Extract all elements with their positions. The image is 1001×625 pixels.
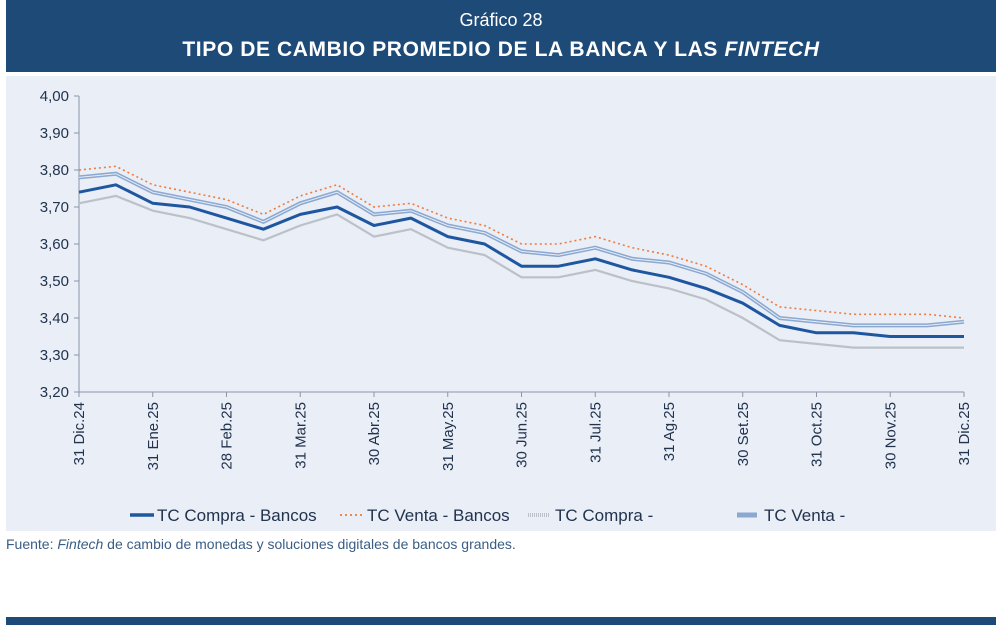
- y-tick-label: 3,40: [40, 310, 69, 327]
- y-tick-label: 3,70: [40, 199, 69, 216]
- chart-title: TIPO DE CAMBIO PROMEDIO DE LA BANCA Y LA…: [6, 38, 996, 62]
- footer-bar: [6, 617, 996, 625]
- y-tick-label: 3,50: [40, 273, 69, 290]
- x-tick-label: 31 Jul.25: [587, 402, 604, 463]
- source-italic: Fintech: [57, 536, 104, 552]
- series-line-tc-venta: [78, 171, 965, 328]
- chart-header: Gráfico 28 TIPO DE CAMBIO PROMEDIO DE LA…: [6, 0, 996, 72]
- chart-title-italic: FINTECH: [724, 38, 820, 61]
- source-note: Fuente: Fintech de cambio de monedas y s…: [6, 536, 516, 552]
- series-line-tc-venta-inner: [78, 173, 965, 326]
- x-tick-label: 30 Set.25: [735, 402, 752, 466]
- series-line-tc-venta-bancos: [78, 165, 965, 319]
- source-prefix: Fuente:: [6, 536, 58, 552]
- x-tick-label: 31 May.25: [440, 402, 457, 471]
- legend-tc-venta-label: TC Venta -: [764, 506, 845, 525]
- series-line-tc-compra-bancos: [78, 183, 964, 338]
- chart-title-main: TIPO DE CAMBIO PROMEDIO DE LA BANCA Y LA…: [182, 38, 725, 61]
- chart-kicker: Gráfico 28: [459, 10, 543, 30]
- legend-tc-compra-bancos-label: TC Compra - Bancos: [157, 506, 317, 525]
- x-tick-label: 31 Dic.24: [71, 402, 88, 465]
- x-tick-label: 30 Jun.25: [514, 402, 531, 468]
- x-tick-label: 31 Dic.25: [956, 402, 973, 465]
- source-rest: de cambio de monedas y soluciones digita…: [103, 536, 516, 552]
- series-line-tc-compra: [78, 194, 964, 349]
- x-tick-label: 28 Feb.25: [219, 402, 236, 470]
- x-tick-label: 31 Ene.25: [145, 402, 162, 470]
- x-tick-label: 31 Oct.25: [809, 402, 826, 467]
- x-tick-label: 31 Mar.25: [292, 402, 309, 469]
- x-tick-label: 30 Nov.25: [882, 402, 899, 469]
- y-tick-label: 3,60: [40, 236, 69, 253]
- y-tick-label: 4,00: [40, 88, 69, 105]
- chart-area: 4,00 3,90 3,80 3,70 3,60 3,50 3,40 3,30 3,20 31 D…: [6, 76, 996, 531]
- y-tick-label: 3,20: [40, 384, 69, 401]
- legend-tc-compra-label: TC Compra -: [555, 506, 653, 525]
- y-tick-label: 3,30: [40, 347, 69, 364]
- y-tick-label: 3,80: [40, 162, 69, 179]
- legend-tc-venta-bancos-label: TC Venta - Bancos: [367, 506, 510, 525]
- x-tick-label: 30 Abr.25: [366, 402, 383, 465]
- x-tick-label: 31 Ag.25: [661, 402, 678, 461]
- y-tick-label: 3,90: [40, 125, 69, 142]
